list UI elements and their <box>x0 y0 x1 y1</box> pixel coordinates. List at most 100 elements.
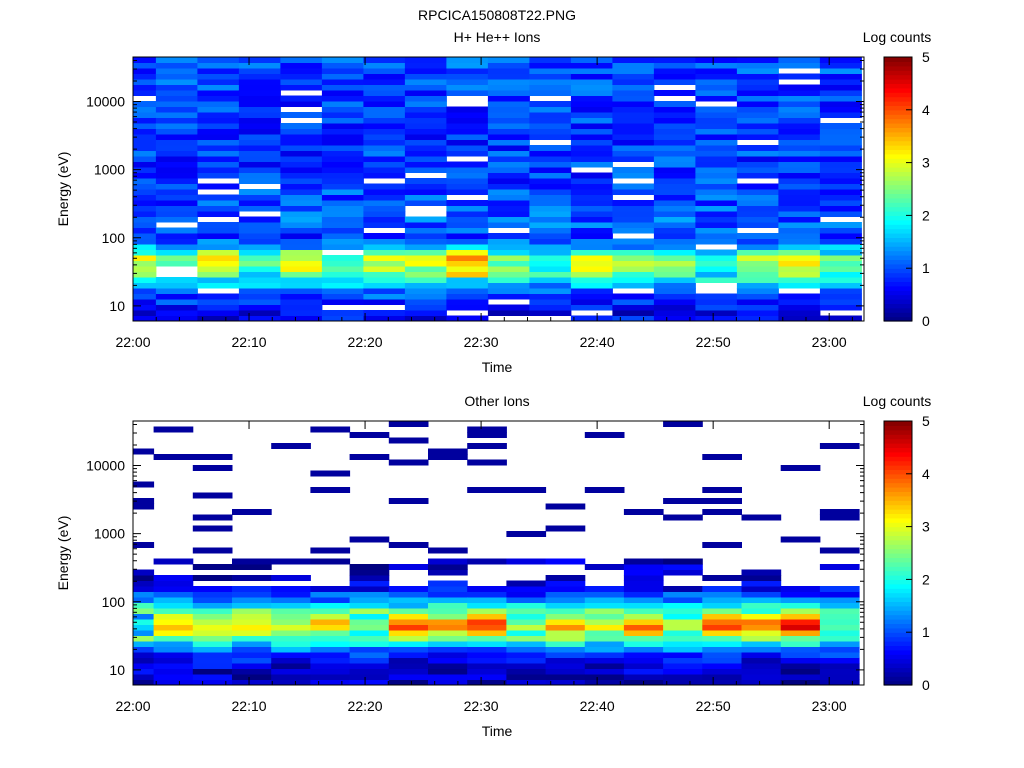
heatmap-cell <box>133 150 157 157</box>
heatmap-cell <box>153 558 194 565</box>
heatmap-cell <box>197 161 240 168</box>
heatmap-cell <box>192 635 233 642</box>
heatmap-cell <box>584 646 625 653</box>
heatmap-cell <box>702 635 742 642</box>
heatmap-cell <box>487 73 530 80</box>
heatmap-cell <box>238 260 281 267</box>
heatmap-cell <box>363 167 406 173</box>
heatmap-cell <box>155 244 198 250</box>
heatmap-cell <box>310 668 351 675</box>
heatmap-cell <box>702 498 742 504</box>
heatmap-cell <box>363 216 406 223</box>
heatmap-cell <box>467 602 507 609</box>
heatmap-cell <box>428 569 468 576</box>
heatmap-cell <box>819 299 862 305</box>
heatmap-cell <box>321 117 364 124</box>
heatmap-cell <box>778 244 821 250</box>
heatmap-cell <box>280 260 323 267</box>
heatmap-cell <box>446 277 489 283</box>
heatmap-cell <box>349 619 390 625</box>
heatmap-cell <box>133 73 157 80</box>
heatmap-cell <box>702 641 742 647</box>
colorbar-tick-label: 2 <box>922 571 930 587</box>
heatmap-cell <box>623 602 664 609</box>
heatmap-cell <box>612 271 655 278</box>
heatmap-cell <box>446 84 489 91</box>
heatmap-cell <box>695 139 738 146</box>
heatmap-cell <box>238 304 281 311</box>
heatmap-cell <box>506 663 547 669</box>
heatmap-cell <box>321 293 364 300</box>
heatmap-cell <box>428 635 468 642</box>
heatmap-cell <box>133 679 155 686</box>
heatmap-cell <box>155 304 198 311</box>
colorbar-swatch <box>884 632 912 638</box>
heatmap-cell <box>467 652 507 658</box>
heatmap-cell <box>446 260 489 267</box>
heatmap-cell <box>695 161 738 168</box>
heatmap-cell <box>192 454 233 460</box>
heatmap-cell <box>446 139 489 146</box>
heatmap-cell <box>197 73 240 80</box>
x-tick-label: 22:40 <box>580 334 615 350</box>
heatmap-cell <box>695 277 738 283</box>
heatmap-cell <box>133 244 157 250</box>
heatmap-cell <box>197 260 240 267</box>
heatmap-cell <box>702 646 742 653</box>
heatmap-cell <box>780 657 821 664</box>
heatmap-cell <box>232 652 272 658</box>
heatmap-cell <box>428 657 468 664</box>
heatmap-cell <box>702 591 742 598</box>
colorbar-swatch <box>884 224 912 230</box>
heatmap-cell <box>584 591 625 598</box>
heatmap-cell <box>778 200 821 206</box>
heatmap-cell <box>238 266 281 272</box>
heatmap-cell <box>153 668 194 675</box>
heatmap-cell <box>506 531 547 537</box>
heatmap-cell <box>321 84 364 91</box>
heatmap-cell <box>238 310 281 316</box>
heatmap-cell <box>653 128 696 135</box>
colorbar-swatch <box>884 250 912 256</box>
heatmap-cell <box>428 558 468 565</box>
heatmap-cell <box>428 586 468 592</box>
colorbar-frame <box>883 56 913 322</box>
heatmap-cell <box>349 613 390 620</box>
heatmap-cell <box>819 315 862 322</box>
heatmap-cell <box>623 591 664 598</box>
colorbar-swatch <box>884 425 912 431</box>
heatmap-cell <box>271 641 311 647</box>
heatmap-cell <box>238 315 281 322</box>
heatmap-cell <box>363 200 406 206</box>
heatmap-cell <box>363 189 406 195</box>
heatmap-cell <box>349 586 390 592</box>
heatmap-cell <box>623 663 664 669</box>
heatmap-cell <box>238 134 281 140</box>
y-tick-label: 100 <box>102 594 126 610</box>
heatmap-cell <box>363 271 406 278</box>
heatmap-cell <box>612 167 655 173</box>
heatmap-cell <box>819 630 860 636</box>
heatmap-cell <box>133 79 157 85</box>
heatmap-cell <box>321 106 364 113</box>
heatmap-cell <box>702 608 742 614</box>
heatmap-cell <box>695 145 738 151</box>
heatmap-cell <box>741 569 782 576</box>
heatmap-cell <box>404 310 447 316</box>
heatmap-cell <box>778 271 821 278</box>
heatmap-cell <box>133 652 155 658</box>
heatmap-cell <box>349 454 390 460</box>
heatmap-cell <box>570 194 613 201</box>
heatmap-cell <box>623 558 664 565</box>
heatmap-cell <box>197 233 240 239</box>
heatmap-cell <box>280 310 323 316</box>
heatmap-cell <box>778 315 821 322</box>
heatmap-cell <box>487 128 530 135</box>
heatmap-cell <box>545 619 586 625</box>
heatmap-cell <box>428 674 468 680</box>
heatmap-cell <box>280 161 323 168</box>
heatmap-cell <box>153 426 194 433</box>
heatmap-cell <box>778 156 821 162</box>
heatmap-cell <box>155 123 198 129</box>
heatmap-cell <box>612 299 655 305</box>
